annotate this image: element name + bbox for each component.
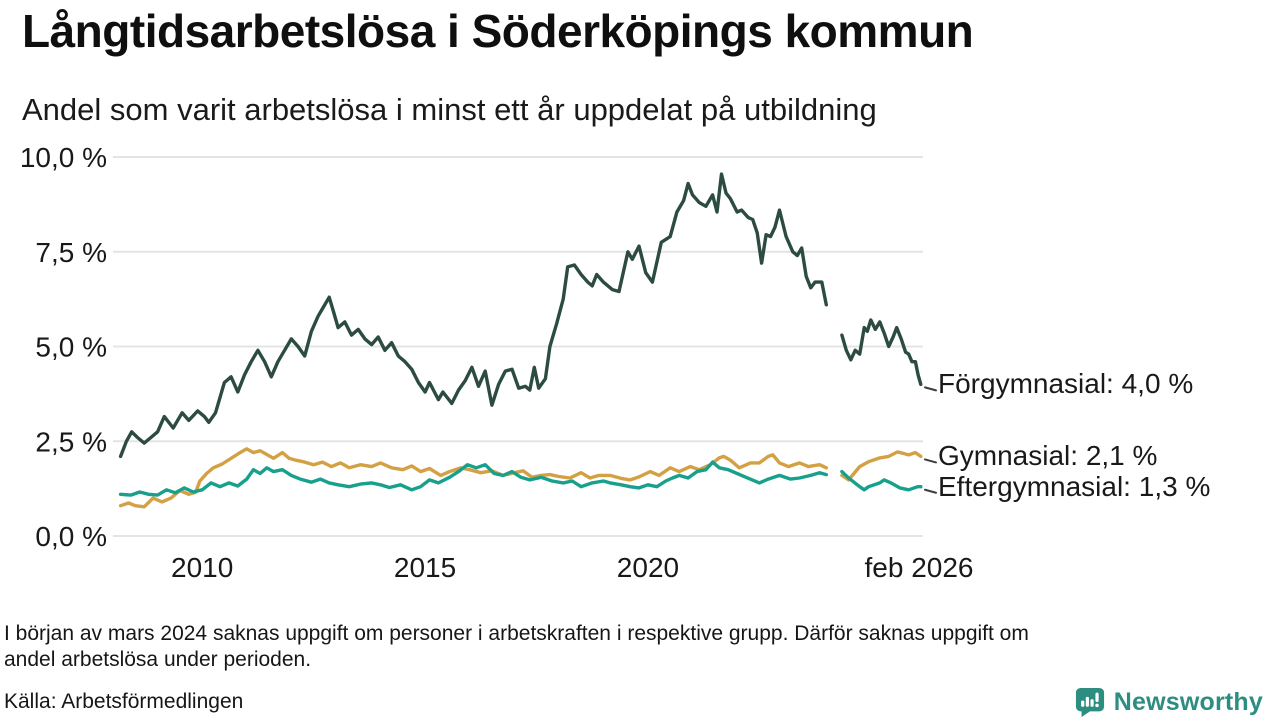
x-axis-tick-label: 2015 (394, 552, 456, 583)
newsworthy-logo-icon (1075, 687, 1104, 717)
chart-title: Långtidsarbetslösa i Söderköpings kommun (22, 5, 974, 57)
series-line-gymnasial (840, 450, 923, 482)
footnote-line-2: andel arbetslösa under perioden. (4, 648, 312, 671)
chart-subtitle: Andel som varit arbetslösa i minst ett å… (22, 92, 877, 127)
series-line-eftergymnasial (118, 460, 828, 497)
series-line-gymnasial (118, 447, 828, 509)
series-line-förgymnasial (118, 172, 828, 459)
y-axis-tick-label: 5,0 % (35, 332, 107, 363)
source-note: Källa: Arbetsförmedlingen (4, 690, 244, 713)
line-chart: 0,0 % 2,5 % 5,0 % 7,5 % 10,0 % 2010 2015 2020 fe… (20, 142, 974, 583)
newsworthy-logo-text: Newsworthy (1113, 687, 1263, 716)
y-axis-tick-label: 7,5 % (35, 237, 107, 268)
legend-label-gymnasial: Gymnasial: 2,1 % (938, 440, 1158, 471)
newsworthy-logo: Newsworthy (1075, 686, 1263, 718)
legend-connector (924, 386, 937, 392)
legend-label-forgymnasial: Förgymnasial: 4,0 % (938, 368, 1194, 399)
footnote-line-1: I början av mars 2024 saknas uppgift om … (4, 622, 1029, 645)
x-axis-tick-label: feb 2026 (864, 552, 973, 583)
legend-connector (924, 488, 937, 494)
legend-label-eftergymnasial: Eftergymnasial: 1,3 % (938, 471, 1211, 502)
y-axis-tick-label: 0,0 % (35, 521, 107, 552)
series-line-eftergymnasial (840, 469, 923, 492)
footnote: I början av mars 2024 saknas uppgift om … (4, 621, 1264, 673)
series-line-förgymnasial (840, 318, 923, 387)
legend-connector (924, 458, 937, 464)
x-axis-tick-label: 2020 (617, 552, 679, 583)
y-axis-tick-label: 2,5 % (35, 426, 107, 457)
x-axis-tick-label: 2010 (171, 552, 233, 583)
y-axis-tick-label: 10,0 % (20, 142, 107, 173)
